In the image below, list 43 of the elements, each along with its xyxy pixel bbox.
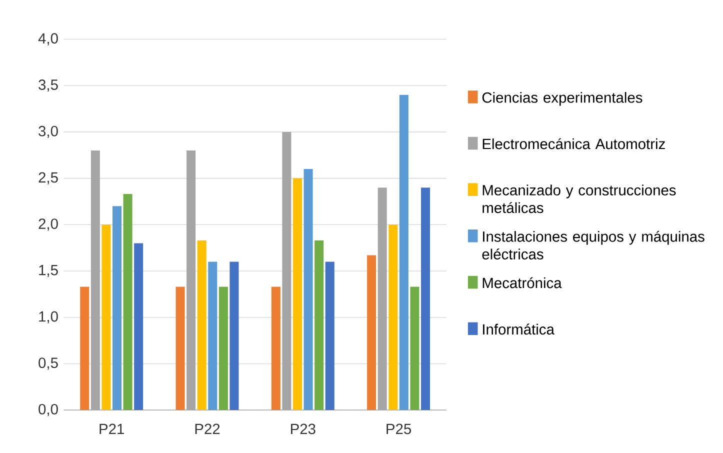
x-tick-label: P23 — [290, 424, 316, 434]
bar — [176, 286, 185, 410]
bar — [388, 224, 398, 410]
y-tick-label: 1,5 — [39, 264, 58, 277]
bar — [410, 286, 420, 410]
y-tick-label: 2,5 — [38, 172, 58, 184]
bar — [271, 286, 280, 410]
legend-label: Instalaciones equipos y máquinas eléctricas — [482, 230, 704, 260]
bar — [197, 240, 206, 410]
y-tick-label: 2,0 — [38, 218, 58, 231]
bar — [186, 150, 196, 410]
y-tick-label: 1,0 — [39, 311, 58, 324]
bar — [112, 206, 122, 410]
legend-label: Mecatrónica — [482, 277, 562, 288]
bar — [304, 168, 313, 410]
bar — [90, 150, 100, 410]
bar — [421, 187, 430, 410]
y-tick-label: 3,0 — [38, 126, 58, 138]
bar — [123, 194, 132, 410]
x-tick-label: P22 — [195, 424, 220, 434]
y-tick-label: 3,5 — [38, 79, 58, 92]
bar — [378, 187, 387, 410]
bar — [367, 255, 376, 410]
legend-label: Informática — [483, 324, 554, 334]
y-tick-label: 0,5 — [38, 358, 58, 370]
legend-label: Mecanizado y construcciones metálicas — [482, 184, 676, 213]
legend-label: Ciencias experimentales — [482, 92, 642, 106]
bar — [325, 262, 334, 410]
bar — [102, 224, 111, 410]
bar — [314, 240, 324, 410]
y-tick-label: 0,0 — [38, 404, 58, 416]
bar — [134, 243, 144, 410]
bar — [80, 286, 90, 410]
bar — [282, 132, 292, 410]
bar — [399, 94, 408, 410]
legend-label: Electromecánica Automotriz — [482, 138, 665, 150]
y-tick-label: 4,0 — [38, 33, 58, 46]
bar — [208, 262, 218, 410]
bar — [292, 178, 302, 410]
x-tick-label: P21 — [100, 424, 124, 434]
bar — [218, 286, 228, 410]
bar — [230, 262, 239, 410]
x-tick-label: P25 — [386, 424, 412, 434]
